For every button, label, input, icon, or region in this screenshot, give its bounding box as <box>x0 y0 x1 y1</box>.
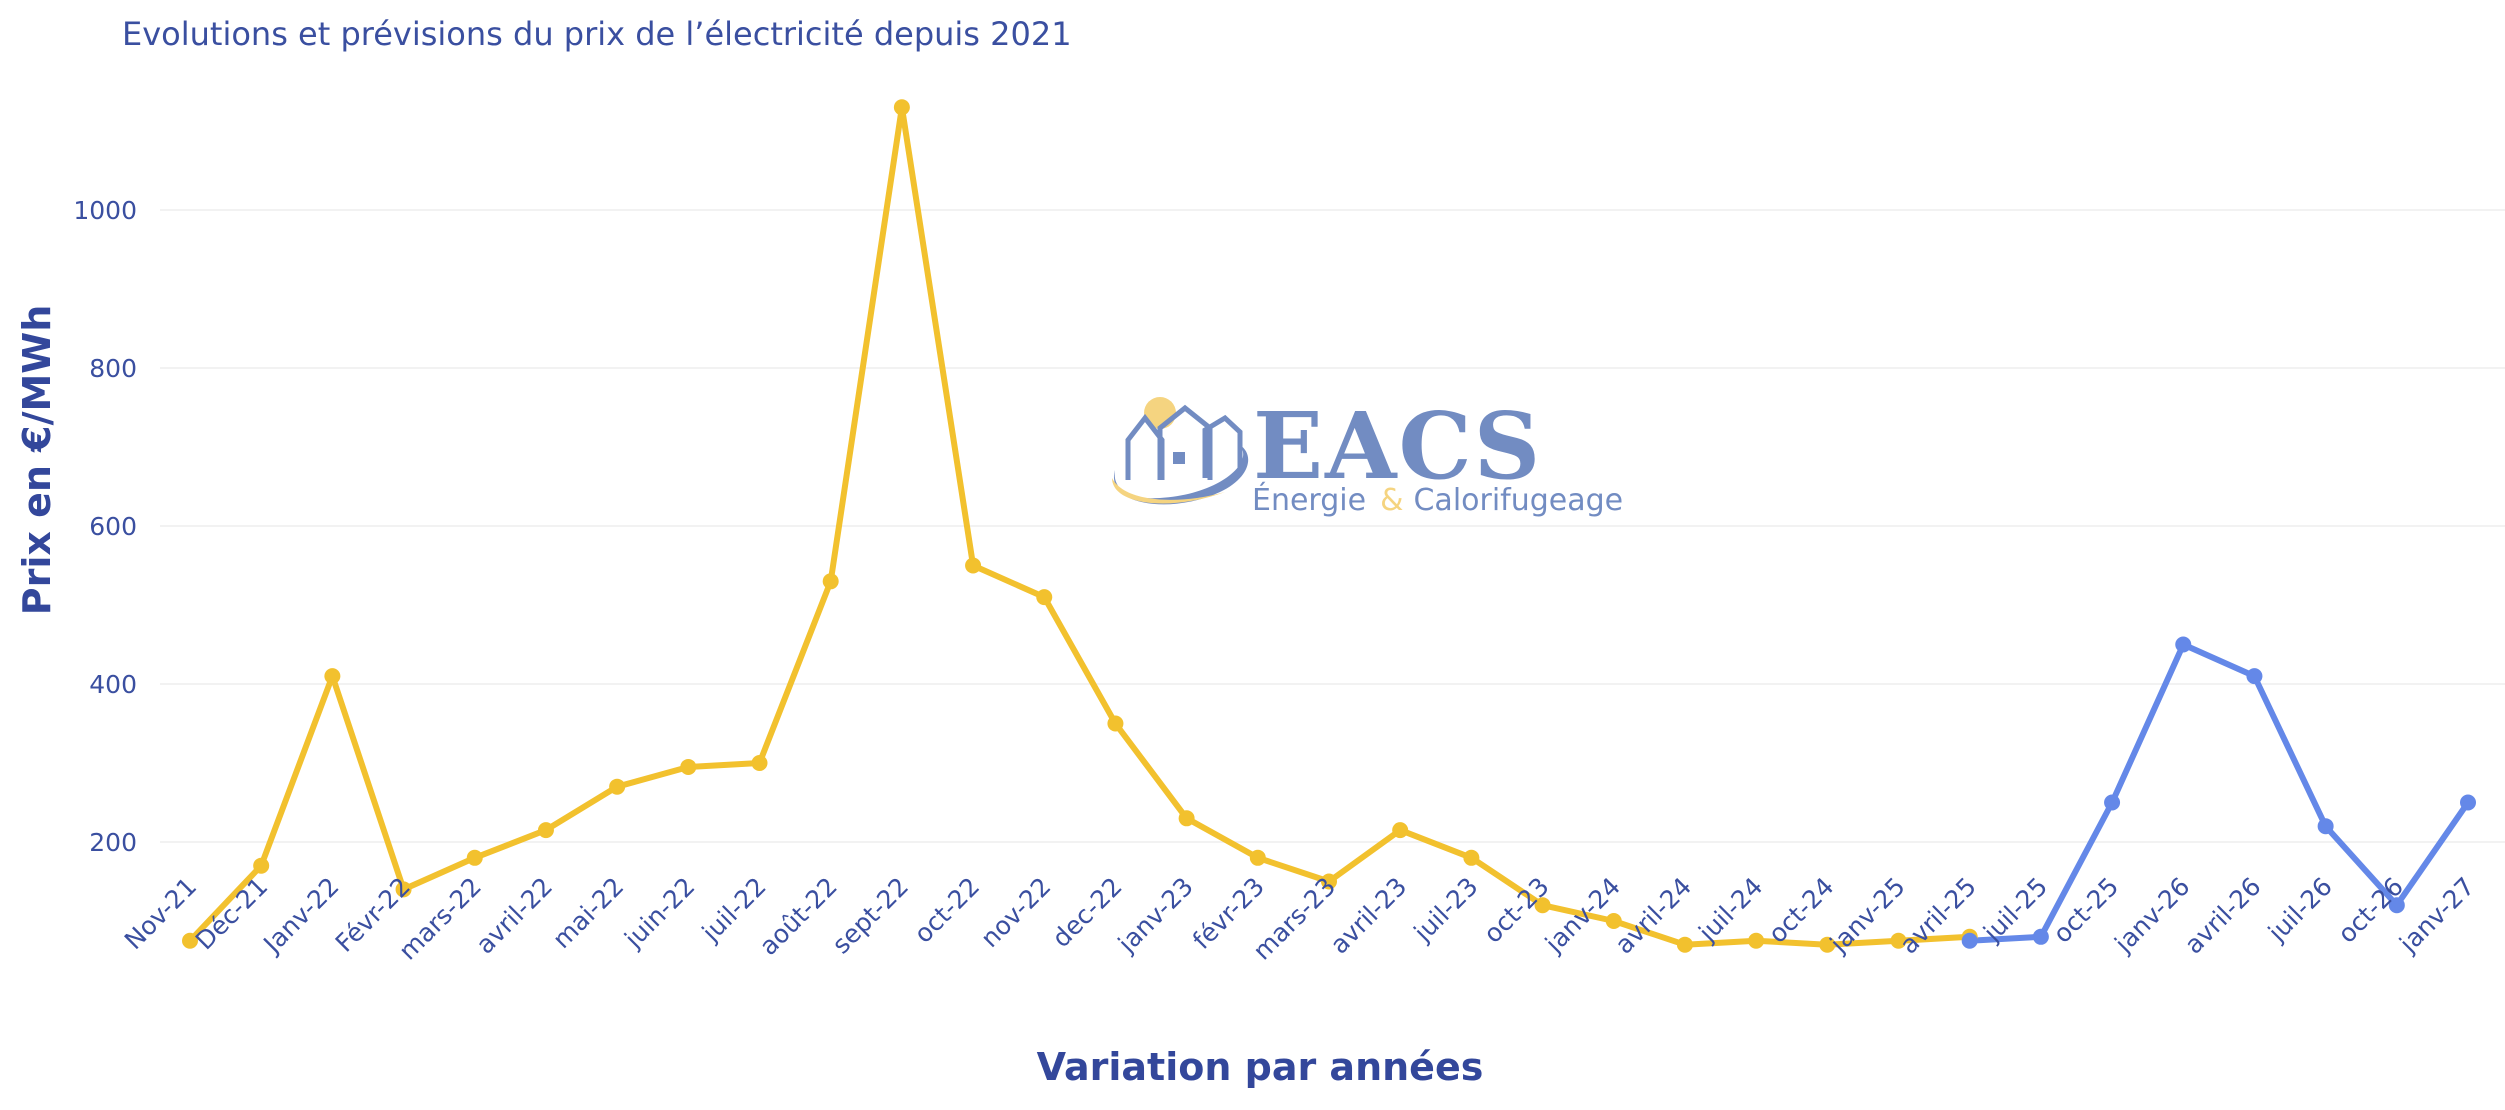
data-point <box>1961 932 1978 949</box>
data-point <box>1392 822 1409 839</box>
data-point <box>324 668 341 685</box>
x-axis-title: Variation par années <box>1037 1045 1484 1089</box>
x-tick-label: janv-27 <box>2393 872 2480 959</box>
data-point <box>1748 932 1765 949</box>
data-point <box>1178 810 1195 827</box>
data-point <box>1463 849 1480 866</box>
x-tick-label: Janv-22 <box>257 872 345 960</box>
data-point <box>680 758 697 775</box>
data-point <box>1890 932 1907 949</box>
y-axis-ticks: 200 400 600 800 1000 <box>73 196 137 857</box>
x-tick-label: Déc-21 <box>190 872 274 956</box>
data-point <box>537 822 554 839</box>
x-tick-label: sept-22 <box>826 872 914 960</box>
x-tick-label: avril-23 <box>1325 872 1413 960</box>
data-point <box>253 857 270 874</box>
eacs-logo: EACS Énergie & Calorifugeage <box>1112 392 1623 518</box>
y-tick-label: 1000 <box>73 196 137 225</box>
series-line <box>1969 641 2471 944</box>
house-icon <box>1125 404 1243 480</box>
series-line <box>187 104 1970 948</box>
data-point <box>965 557 982 574</box>
x-tick-label: oct-22 <box>908 872 985 949</box>
x-tick-label: avril-26 <box>2179 872 2267 960</box>
data-point <box>395 881 412 898</box>
data-point <box>751 755 768 771</box>
chart-title: Evolutions et prévisions du prix de l’él… <box>122 15 1072 53</box>
x-tick-label: avril-22 <box>470 872 558 960</box>
data-point <box>2175 636 2192 653</box>
data-point <box>893 99 910 116</box>
y-tick-label: 200 <box>89 828 137 857</box>
swoosh-icon <box>1113 445 1249 505</box>
x-tick-label: août-22 <box>754 872 843 961</box>
data-point <box>822 573 839 590</box>
data-point <box>2388 897 2405 914</box>
y-tick-label: 600 <box>89 512 137 541</box>
data-point <box>2032 928 2049 945</box>
series-points <box>182 99 2476 953</box>
x-tick-label: juin-22 <box>618 872 700 954</box>
y-tick-label: 400 <box>89 670 137 699</box>
series-lines <box>187 104 2471 948</box>
data-point <box>1605 913 1622 929</box>
data-point <box>2460 794 2476 811</box>
data-point <box>182 932 198 949</box>
data-point <box>1321 873 1337 890</box>
logo-brand: EACS <box>1253 392 1542 500</box>
data-point <box>1249 849 1266 866</box>
data-point <box>2104 794 2121 811</box>
grid-lines <box>160 209 2505 843</box>
y-tick-label: 800 <box>89 354 137 383</box>
x-tick-label: nov-22 <box>975 872 1056 953</box>
x-tick-label: mai-22 <box>547 872 629 954</box>
x-axis-ticks: Nov-21Déc-21Janv-22Févr-22mars-22avril-2… <box>119 872 2480 966</box>
data-point <box>609 778 626 795</box>
data-point <box>1676 936 1693 953</box>
logo-tagline: Énergie & Calorifugeage <box>1252 482 1623 518</box>
y-axis-title: Prix en €/MWh <box>15 305 59 616</box>
data-point <box>1534 897 1551 914</box>
data-point <box>1107 715 1124 732</box>
data-point <box>2246 668 2263 685</box>
x-tick-label: janv-23 <box>1112 872 1199 959</box>
x-tick-label: juil-23 <box>1408 872 1484 948</box>
data-point <box>1036 589 1053 606</box>
x-tick-label: juil-26 <box>2262 872 2338 948</box>
data-point <box>2317 818 2334 835</box>
data-point <box>466 849 483 866</box>
data-point <box>1819 936 1836 953</box>
x-tick-label: janv-26 <box>2108 872 2195 959</box>
